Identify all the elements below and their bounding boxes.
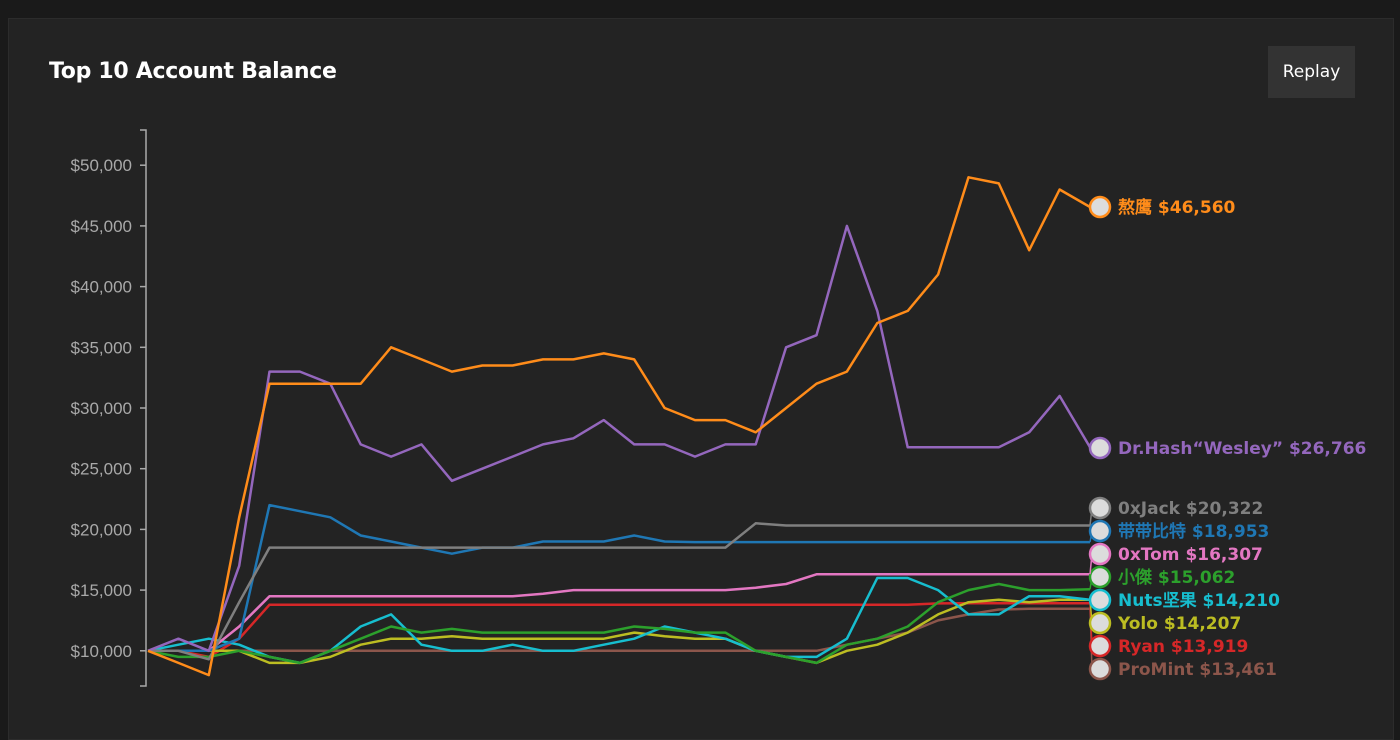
series-line-1 — [148, 226, 1090, 651]
y-tick-label: $30,000 — [71, 399, 132, 418]
series-end-label: 0xJack $20,322 — [1118, 499, 1263, 519]
avatar-icon — [1090, 521, 1110, 541]
y-tick-label: $35,000 — [71, 338, 132, 357]
series-end-label: ProMint $13,461 — [1118, 660, 1277, 680]
series-end-label: 0xTom $16,307 — [1118, 545, 1263, 565]
avatar-icon — [1090, 197, 1110, 217]
series-end-label: Nuts坚果 $14,210 — [1118, 591, 1280, 611]
series-end-label: Yolo $14,207 — [1117, 614, 1241, 634]
y-tick-label: $20,000 — [71, 520, 132, 539]
series-end-label: 小傑 $15,062 — [1118, 567, 1235, 588]
y-tick-label: $45,000 — [71, 217, 132, 236]
avatar-icon — [1090, 636, 1110, 656]
y-tick-label: $10,000 — [71, 642, 132, 661]
series-end-label: 熬鹰 $46,560 — [1118, 197, 1236, 218]
y-tick-label: $15,000 — [71, 581, 132, 600]
y-tick-label: $40,000 — [71, 278, 132, 297]
series-end-label: 带带比特 $18,953 — [1118, 521, 1269, 542]
series-line-7 — [148, 600, 1090, 663]
series-end-label: Dr.Hash“Wesley” $26,766 — [1118, 439, 1366, 459]
avatar-icon — [1090, 590, 1110, 610]
avatar-icon — [1090, 498, 1110, 518]
series-line-0 — [148, 177, 1090, 675]
avatar-icon — [1090, 544, 1110, 564]
series-line-4 — [148, 574, 1090, 651]
avatar-icon — [1090, 438, 1110, 458]
y-tick-label: $50,000 — [71, 156, 132, 175]
avatar-icon — [1090, 613, 1110, 633]
series-end-label: Ryan $13,919 — [1118, 637, 1248, 657]
y-tick-label: $25,000 — [71, 460, 132, 479]
avatar-icon — [1090, 659, 1110, 679]
line-chart: $10,000 $15,000 $20,000 $25,000 $30,000 $35,0… — [0, 0, 1400, 725]
avatar-icon — [1090, 567, 1110, 587]
